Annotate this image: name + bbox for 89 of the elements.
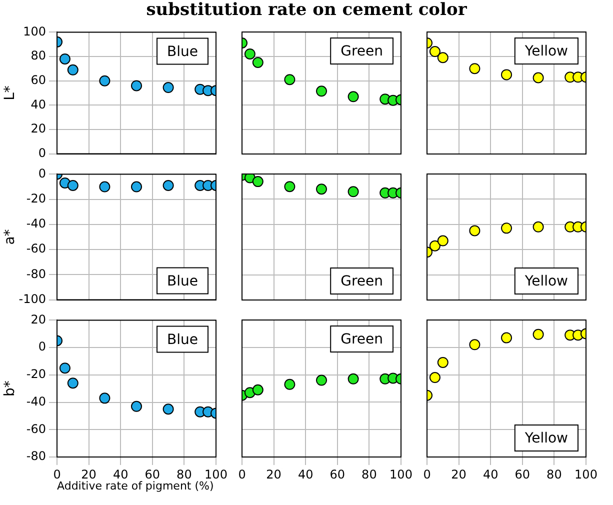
point bbox=[469, 63, 480, 74]
y-tick-label: 20 bbox=[30, 122, 46, 136]
y-tick-label: -40 bbox=[26, 216, 46, 231]
point bbox=[99, 392, 110, 404]
x-tick-label: 80 bbox=[362, 467, 377, 482]
point bbox=[316, 374, 327, 386]
point bbox=[532, 72, 544, 84]
point bbox=[348, 91, 359, 102]
y-tick-label: 60 bbox=[30, 72, 46, 87]
y-tick-label: -20 bbox=[26, 367, 46, 382]
point bbox=[501, 69, 512, 80]
annotation: Yellow bbox=[524, 274, 568, 290]
point bbox=[67, 378, 78, 389]
x-tick-label: 100 bbox=[574, 467, 598, 482]
annotation: Yellow bbox=[524, 430, 568, 447]
y-tick-label: 40 bbox=[30, 97, 46, 112]
point bbox=[532, 221, 544, 232]
y-tick-label: 0 bbox=[38, 146, 46, 160]
point bbox=[437, 235, 448, 246]
y-tick-label: -60 bbox=[26, 422, 46, 436]
point bbox=[131, 80, 142, 92]
point bbox=[316, 86, 327, 97]
y-tick-label: -40 bbox=[26, 394, 46, 408]
x-tick-label: 60 bbox=[330, 467, 346, 482]
point bbox=[437, 356, 448, 368]
y-tick-label: -80 bbox=[26, 266, 46, 281]
point bbox=[316, 184, 327, 195]
point bbox=[252, 176, 264, 188]
point bbox=[59, 362, 70, 374]
y-tick-label: -80 bbox=[26, 449, 46, 464]
point bbox=[501, 222, 512, 234]
point bbox=[284, 74, 296, 86]
x-tick-label: 20 bbox=[81, 467, 96, 482]
x-tick-label: 0 bbox=[423, 467, 431, 482]
annotation: Green bbox=[340, 332, 384, 348]
annotation: Blue bbox=[167, 44, 198, 60]
x-tick-label: 40 bbox=[112, 467, 128, 482]
point bbox=[162, 404, 174, 415]
y-tick-label: -20 bbox=[26, 191, 46, 206]
point bbox=[348, 186, 359, 198]
point bbox=[284, 378, 296, 390]
x-tick-label: 60 bbox=[144, 467, 160, 482]
x-tick-label: 40 bbox=[298, 467, 314, 482]
point bbox=[501, 332, 512, 344]
y-axis-title: b* bbox=[2, 380, 18, 397]
text: substitution rate on cement color bbox=[145, 0, 468, 20]
point bbox=[252, 57, 264, 68]
x-tick-label: 0 bbox=[53, 467, 61, 482]
annotation: Blue bbox=[167, 273, 198, 290]
point bbox=[469, 339, 480, 350]
x-tick-label: 60 bbox=[514, 467, 530, 482]
y-tick-label: 80 bbox=[30, 48, 46, 63]
point bbox=[252, 384, 264, 396]
point bbox=[162, 82, 174, 94]
point bbox=[284, 181, 296, 192]
y-tick-label: 100 bbox=[23, 24, 46, 38]
x-tick-label: 100 bbox=[204, 467, 228, 482]
point bbox=[244, 174, 256, 184]
x-tick-label: 100 bbox=[390, 467, 412, 482]
point bbox=[429, 372, 440, 384]
point bbox=[429, 240, 440, 252]
y-tick-label: 0 bbox=[38, 340, 46, 354]
x-tick-label: 0 bbox=[238, 467, 246, 482]
x-tick-label: 40 bbox=[482, 467, 498, 482]
point bbox=[469, 225, 480, 236]
annotation: Blue bbox=[167, 332, 198, 348]
point bbox=[429, 46, 440, 58]
x-tick-label: 20 bbox=[266, 467, 282, 482]
annotation: Green bbox=[340, 274, 384, 290]
y-tick-label: 20 bbox=[30, 312, 46, 326]
y-tick-label: -60 bbox=[26, 242, 46, 256]
point bbox=[437, 52, 448, 64]
y-axis-title: L* bbox=[2, 86, 18, 100]
y-tick-label: 0 bbox=[38, 166, 46, 180]
x-axis-title: Additive rate of pigment (%) bbox=[57, 479, 214, 492]
y-tick-label: -100 bbox=[18, 292, 46, 306]
x-tick-label: 20 bbox=[451, 467, 466, 482]
x-tick-label: 80 bbox=[546, 467, 562, 482]
point bbox=[348, 373, 359, 384]
annotation: Green bbox=[340, 44, 384, 60]
point bbox=[99, 75, 110, 86]
point bbox=[244, 48, 256, 60]
x-tick-label: 80 bbox=[176, 467, 192, 482]
point bbox=[532, 328, 544, 340]
point bbox=[67, 64, 78, 76]
point bbox=[131, 400, 142, 412]
annotation: Yellow bbox=[524, 44, 568, 60]
y-axis-title: a* bbox=[2, 229, 18, 245]
point bbox=[59, 53, 70, 64]
